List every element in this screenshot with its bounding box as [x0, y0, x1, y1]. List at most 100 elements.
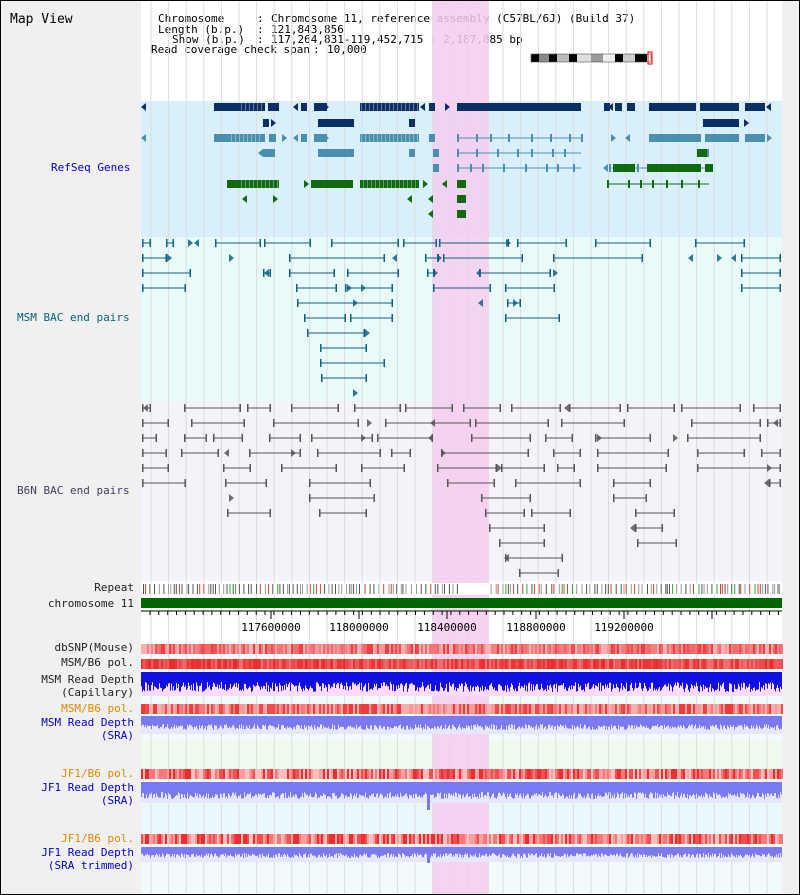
msm-capillary-depth — [740, 672, 741, 691]
msm-capillary-depth — [343, 672, 344, 690]
msm-sra-depth — [721, 716, 722, 727]
msm-sra-depth — [297, 716, 298, 725]
jf1-b6-polymorphism-2 — [403, 834, 405, 844]
jf1-trimmed-depth — [307, 847, 308, 858]
msm-sra-depth — [513, 716, 514, 729]
dbsnp-density — [279, 644, 281, 654]
msm-b6-polymorphism — [327, 659, 329, 669]
jf1-sra-depth — [152, 782, 153, 799]
dbsnp-density — [697, 644, 699, 654]
msm-capillary-depth — [445, 672, 446, 688]
msm-capillary-depth — [595, 672, 596, 686]
jf1-b6-polymorphism — [617, 769, 619, 779]
jf1-trimmed-depth — [433, 847, 434, 854]
msm-sra-depth — [514, 716, 515, 725]
jf1-sra-depth — [760, 782, 761, 798]
msm-b6-polymorphism-2 — [713, 704, 715, 714]
msm-capillary-depth — [555, 672, 556, 689]
msm-capillary-depth — [453, 672, 454, 684]
jf1-trimmed-depth — [397, 847, 398, 858]
jf1-b6-polymorphism-2 — [323, 834, 325, 844]
jf1-b6-polymorphism — [481, 769, 483, 779]
msm-sra-depth — [278, 716, 279, 725]
bac-end — [142, 449, 144, 457]
jf1-b6-polymorphism-2 — [391, 834, 393, 844]
msm-b6-polymorphism — [555, 659, 557, 669]
msm-sra-depth — [311, 716, 312, 725]
msm-capillary-depth — [261, 672, 262, 687]
gene-arrow — [271, 119, 276, 127]
msm-capillary-depth — [342, 672, 343, 686]
repeat-element — [762, 584, 764, 594]
jf1-trimmed-depth — [565, 847, 566, 855]
msm-capillary-depth — [588, 672, 589, 683]
msm-b6-polymorphism-2 — [751, 704, 753, 714]
dbsnp-density — [695, 644, 697, 654]
jf1-sra-depth — [686, 782, 687, 798]
jf1-b6-polymorphism-2 — [285, 834, 287, 844]
dbsnp-density — [403, 644, 405, 654]
msm-sra-depth — [693, 716, 694, 729]
msm-sra-depth — [410, 716, 411, 728]
jf1-b6-polymorphism — [475, 769, 477, 779]
exon-boundary — [253, 180, 254, 188]
msm-b6-polymorphism — [343, 659, 345, 669]
bac-end — [403, 464, 405, 472]
jf1-trimmed-depth — [265, 847, 266, 858]
dbsnp-density — [377, 644, 379, 654]
msm-capillary-depth — [185, 672, 186, 686]
msm-sra-depth — [713, 716, 714, 727]
msm-sra-depth — [453, 716, 454, 726]
jf1-sra-depth — [205, 782, 206, 797]
gene-block — [457, 180, 466, 188]
msm-sra-depth — [178, 716, 179, 727]
msm-b6-polymorphism-2 — [725, 704, 727, 714]
msm-sra-depth — [605, 716, 606, 730]
jf1-b6-polymorphism-2 — [639, 834, 641, 844]
jf1-trimmed-depth — [476, 847, 477, 857]
jf1-sra-depth — [779, 782, 780, 799]
jf1-b6-polymorphism — [537, 769, 539, 779]
jf1-trimmed-depth — [659, 847, 660, 856]
jf1-sra-depth — [574, 782, 575, 793]
msm-capillary-depth — [231, 672, 232, 689]
jf1-sra-depth — [580, 782, 581, 794]
jf1-b6-polymorphism — [717, 769, 719, 779]
msm-b6-polymorphism-2 — [367, 704, 369, 714]
jf1-b6-polymorphism — [201, 769, 203, 779]
jf1-trimmed-depth — [246, 847, 247, 854]
msm-b6-polymorphism-2 — [685, 704, 687, 714]
msm-capillary-depth — [551, 672, 552, 688]
jf1-b6-polymorphism — [535, 769, 537, 779]
jf1-trimmed-depth — [290, 847, 291, 858]
msm-sra-depth — [675, 716, 676, 728]
jf1-sra-depth — [396, 782, 397, 797]
jf1-b6-polymorphism — [427, 769, 429, 779]
dbsnp-density — [281, 644, 283, 654]
msm-b6-polymorphism — [655, 659, 657, 669]
exon-boundary — [417, 134, 418, 142]
msm-b6-polymorphism-2 — [705, 704, 707, 714]
msm-b6-polymorphism — [497, 659, 499, 669]
jf1-sra-depth — [575, 782, 576, 799]
repeat-element — [540, 584, 542, 594]
msm-sra-depth — [686, 716, 687, 728]
jf1-sra-depth — [194, 782, 195, 798]
msm-capillary-depth — [650, 672, 651, 689]
jf1-b6-polymorphism — [711, 769, 713, 779]
msm-sra-depth — [746, 716, 747, 726]
jf1-b6-polymorphism — [315, 769, 317, 779]
jf1-trimmed-depth — [537, 847, 538, 858]
jf1-trimmed-depth — [391, 847, 392, 854]
msm-capillary-depth — [152, 672, 153, 683]
dbsnp-density — [733, 644, 735, 654]
jf1-sra-depth — [720, 782, 721, 796]
msm-sra-depth — [404, 716, 405, 730]
jf1-sra-depth — [192, 782, 193, 797]
jf1-b6-polymorphism — [697, 769, 699, 779]
jf1-sra-depth — [166, 782, 167, 795]
msm-sra-depth — [748, 716, 749, 728]
jf1-sra-depth — [403, 782, 404, 796]
jf1-b6-polymorphism-2 — [637, 834, 639, 844]
